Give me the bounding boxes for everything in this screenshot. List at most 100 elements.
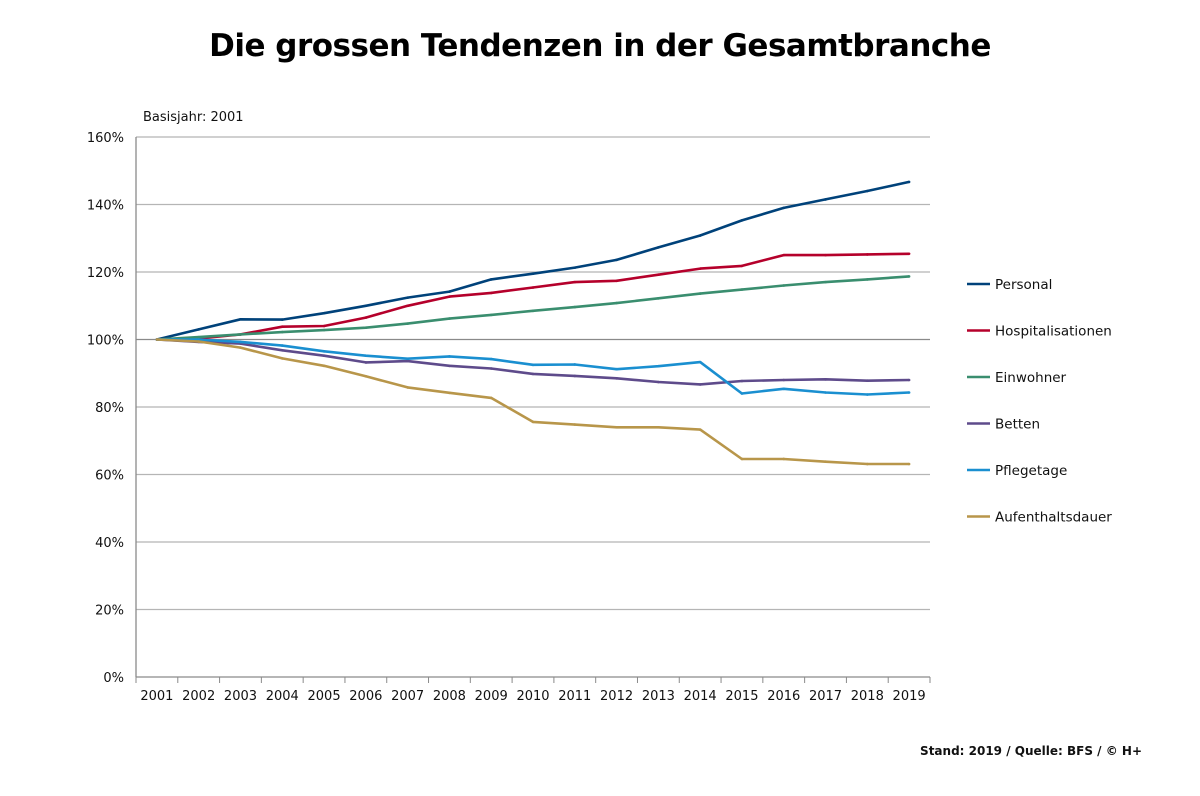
x-tick-label: 2009 (475, 689, 508, 704)
data-point (824, 253, 827, 257)
x-tick-label: 2001 (140, 689, 173, 704)
data-point (406, 296, 409, 299)
data-point (657, 297, 660, 300)
data-point (782, 457, 786, 461)
data-point (448, 391, 451, 395)
x-tick-label: 2012 (600, 689, 633, 704)
data-point (448, 355, 451, 358)
x-tick-label: 2019 (893, 689, 926, 704)
data-point (782, 284, 786, 287)
data-point (615, 301, 618, 305)
data-point (615, 367, 618, 371)
x-tick-label: 2017 (809, 689, 842, 704)
data-point (322, 364, 326, 368)
data-point (531, 272, 535, 275)
data-point (740, 219, 744, 222)
x-tick-label: 2007 (391, 689, 424, 704)
data-point (573, 363, 577, 366)
data-point (698, 292, 702, 295)
data-point (197, 338, 200, 341)
data-point (406, 357, 409, 361)
data-point (239, 346, 242, 349)
data-point (448, 317, 451, 320)
data-point (489, 357, 493, 361)
data-point (782, 387, 786, 391)
data-point (280, 349, 284, 352)
data-point (824, 198, 827, 201)
data-point (531, 309, 535, 313)
data-point (866, 189, 869, 193)
legend-label: Hospitalisationen (995, 324, 1112, 340)
x-tick-label: 2015 (725, 689, 758, 704)
data-point (280, 318, 284, 321)
data-point (448, 290, 451, 293)
chart-title: Die grossen Tendenzen in der Gesamtbranc… (209, 28, 991, 64)
data-point (448, 295, 451, 298)
legend-label: Betten (995, 417, 1040, 433)
x-tick-label: 2011 (558, 689, 591, 704)
data-point (866, 379, 869, 382)
data-point (782, 206, 786, 210)
data-point (782, 253, 786, 257)
data-point (824, 378, 827, 381)
x-tick-label: 2010 (516, 689, 549, 704)
data-point (866, 393, 869, 396)
data-point (824, 391, 827, 394)
data-point (573, 266, 577, 269)
data-point (573, 280, 577, 284)
legend-label: Einwohner (995, 370, 1067, 386)
data-point (489, 278, 493, 281)
data-point (322, 354, 326, 358)
data-point (907, 378, 911, 382)
x-tick-label: 2004 (266, 689, 299, 704)
data-point (907, 462, 911, 466)
legend-label: Pflegetage (995, 463, 1067, 479)
source-note: Stand: 2019 / Quelle: BFS / © H+ (920, 744, 1142, 758)
data-point (824, 280, 827, 284)
y-tick-label: 0% (103, 671, 124, 686)
data-point (197, 340, 200, 343)
data-point (573, 305, 577, 309)
data-point (866, 462, 869, 466)
data-point (615, 279, 618, 283)
data-point (280, 330, 284, 334)
data-point (698, 267, 702, 270)
data-point (698, 234, 702, 237)
data-point (239, 317, 242, 321)
data-point (239, 340, 242, 344)
data-point (907, 180, 911, 184)
x-tick-label: 2014 (684, 689, 717, 704)
data-point (531, 372, 535, 376)
data-point (322, 350, 326, 353)
data-point (531, 286, 535, 289)
data-point (657, 364, 660, 368)
data-point (489, 396, 493, 400)
x-tick-label: 2002 (182, 689, 215, 704)
data-point (698, 428, 702, 431)
data-point (531, 420, 535, 424)
x-tick-label: 2005 (308, 689, 341, 704)
y-tick-label: 120% (87, 266, 124, 281)
series-line-hospitalisationen (156, 252, 910, 341)
data-point (364, 354, 368, 358)
data-point (782, 378, 786, 382)
legend-label: Personal (995, 277, 1052, 293)
data-point (280, 344, 284, 347)
data-point (907, 275, 911, 278)
data-point (531, 363, 535, 367)
data-point (866, 253, 869, 256)
data-point (740, 392, 744, 395)
data-point (364, 316, 368, 319)
data-point (657, 246, 660, 249)
data-point (615, 258, 618, 262)
data-point (406, 322, 409, 325)
x-tick-label: 2018 (851, 689, 884, 704)
data-point (698, 360, 702, 364)
x-tick-label: 2003 (224, 689, 257, 704)
data-point (740, 379, 744, 383)
data-point (280, 357, 284, 360)
data-point (907, 391, 911, 394)
data-point (824, 460, 827, 463)
data-point (406, 359, 409, 363)
